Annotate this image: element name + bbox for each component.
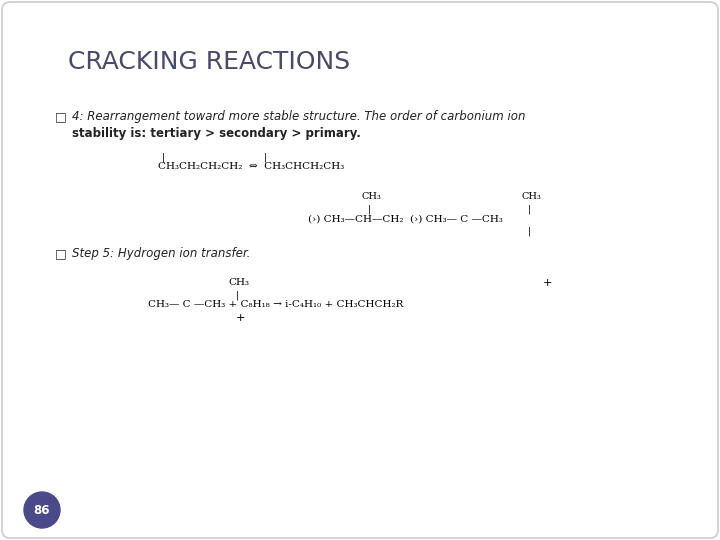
- Text: |: |: [528, 227, 531, 237]
- Text: CRACKING REACTIONS: CRACKING REACTIONS: [68, 50, 350, 74]
- Text: □: □: [55, 110, 67, 123]
- Text: CH₃: CH₃: [362, 192, 382, 201]
- Text: |: |: [264, 152, 267, 161]
- Text: |: |: [528, 204, 531, 213]
- Text: |: |: [236, 290, 239, 300]
- Text: (›) CH₃—CH—CH₂  (›) CH₃— C —CH₃: (›) CH₃—CH—CH₂ (›) CH₃— C —CH₃: [308, 215, 503, 224]
- Text: +: +: [236, 313, 246, 323]
- Text: Step 5: Hydrogen ion transfer.: Step 5: Hydrogen ion transfer.: [72, 247, 251, 260]
- Text: CH₃: CH₃: [228, 278, 249, 287]
- Text: CH₃CH₂CH₂CH₂  ⇔  CH₃CHCH₂CH₃: CH₃CH₂CH₂CH₂ ⇔ CH₃CHCH₂CH₃: [158, 162, 344, 171]
- Text: |: |: [368, 204, 372, 213]
- Text: □: □: [55, 247, 67, 260]
- Text: CH₃— C —CH₃ + C₈H₁₈ → i-C₄H₁₀ + CH₃CHCH₂R: CH₃— C —CH₃ + C₈H₁₈ → i-C₄H₁₀ + CH₃CHCH₂…: [148, 300, 403, 309]
- Text: +: +: [543, 278, 552, 288]
- Text: 4: Rearrangement toward more stable structure. The order of carbonium ion: 4: Rearrangement toward more stable stru…: [72, 110, 526, 123]
- Text: |: |: [162, 152, 166, 161]
- Text: 86: 86: [34, 503, 50, 516]
- Text: CH₃: CH₃: [522, 192, 542, 201]
- Text: stability is: tertiary > secondary > primary.: stability is: tertiary > secondary > pri…: [72, 127, 361, 140]
- Circle shape: [24, 492, 60, 528]
